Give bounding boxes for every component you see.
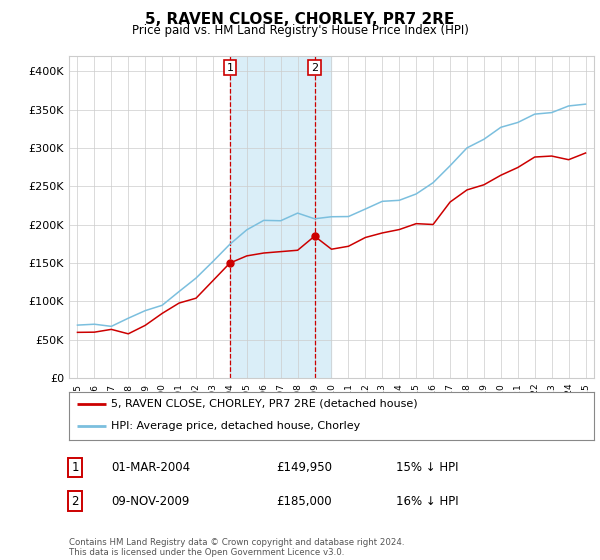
Text: £185,000: £185,000 bbox=[276, 494, 332, 508]
Text: 01-MAR-2004: 01-MAR-2004 bbox=[111, 461, 190, 474]
Text: 2: 2 bbox=[311, 63, 318, 72]
Text: 5, RAVEN CLOSE, CHORLEY, PR7 2RE: 5, RAVEN CLOSE, CHORLEY, PR7 2RE bbox=[145, 12, 455, 27]
Text: HPI: Average price, detached house, Chorley: HPI: Average price, detached house, Chor… bbox=[111, 421, 360, 431]
Text: £149,950: £149,950 bbox=[276, 461, 332, 474]
Bar bbox=[230, 56, 331, 378]
Text: 5, RAVEN CLOSE, CHORLEY, PR7 2RE (detached house): 5, RAVEN CLOSE, CHORLEY, PR7 2RE (detach… bbox=[111, 399, 418, 409]
Text: Price paid vs. HM Land Registry's House Price Index (HPI): Price paid vs. HM Land Registry's House … bbox=[131, 24, 469, 36]
Text: 1: 1 bbox=[71, 461, 79, 474]
Text: 09-NOV-2009: 09-NOV-2009 bbox=[111, 494, 190, 508]
Text: Contains HM Land Registry data © Crown copyright and database right 2024.
This d: Contains HM Land Registry data © Crown c… bbox=[69, 538, 404, 557]
Text: 15% ↓ HPI: 15% ↓ HPI bbox=[396, 461, 458, 474]
Text: 1: 1 bbox=[226, 63, 233, 72]
Text: 16% ↓ HPI: 16% ↓ HPI bbox=[396, 494, 458, 508]
Text: 2: 2 bbox=[71, 494, 79, 508]
